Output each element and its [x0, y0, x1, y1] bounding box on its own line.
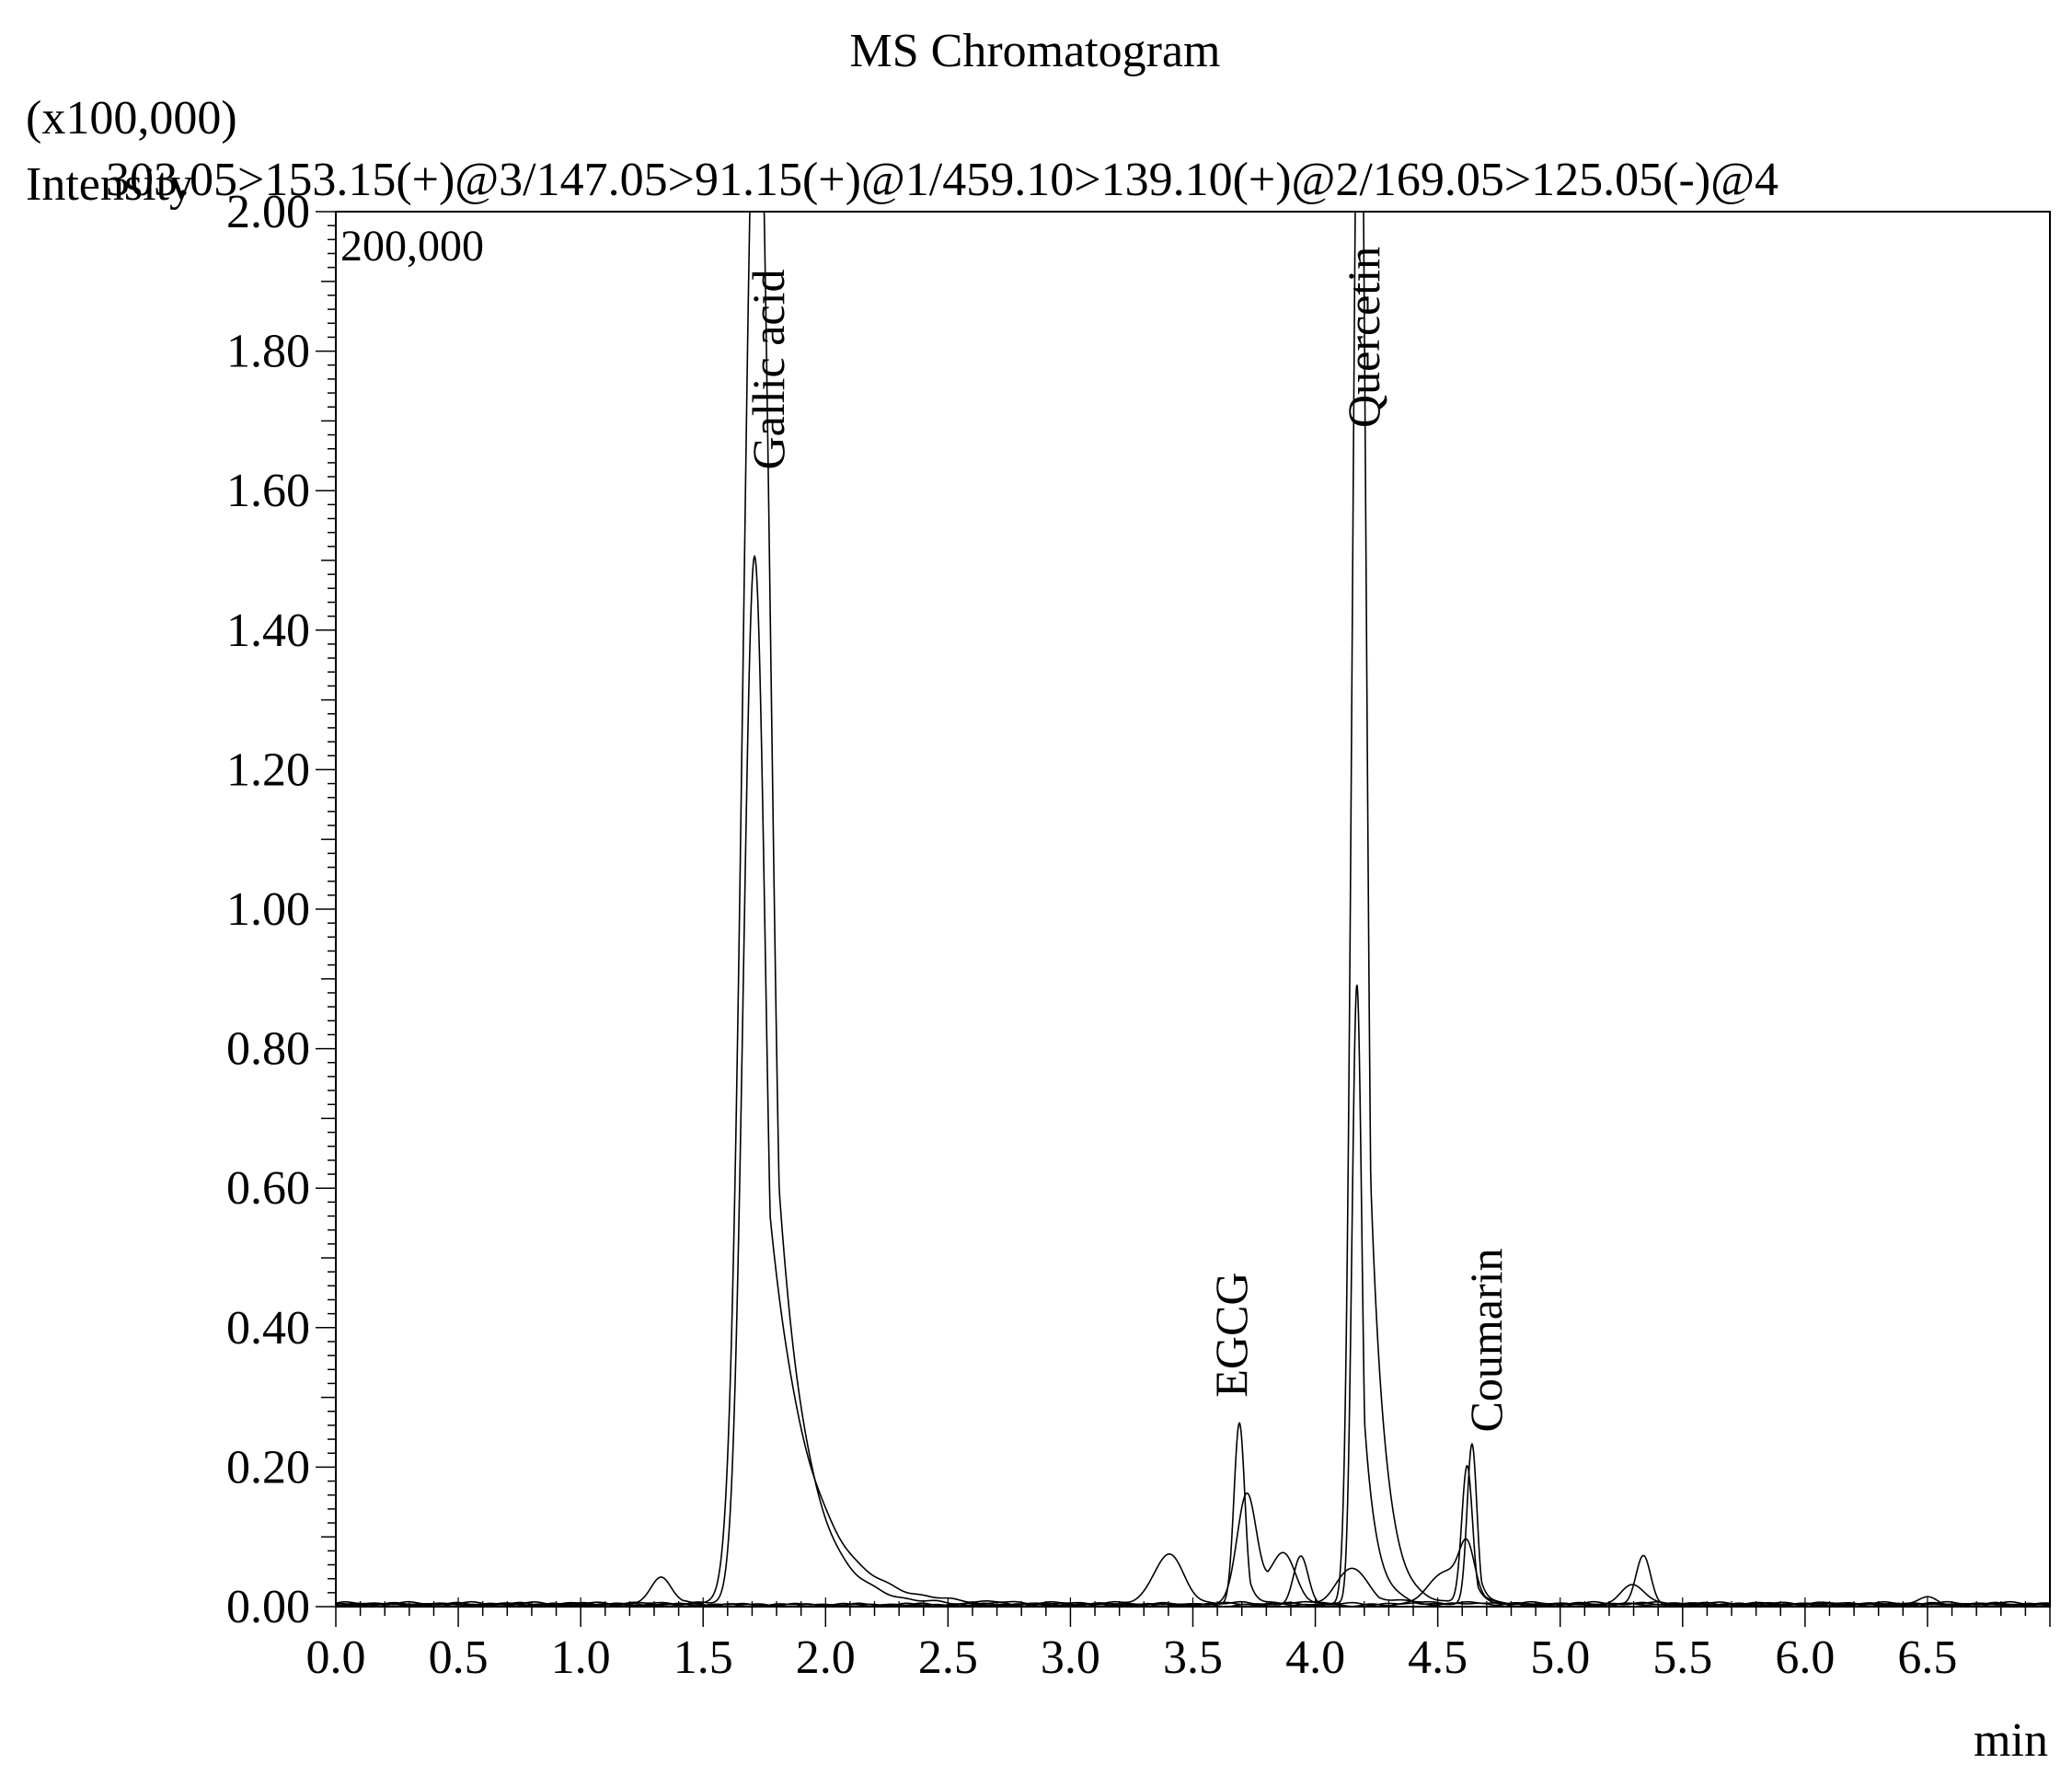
plot-border: [335, 211, 2051, 1608]
x-tick-label: 3.5: [1163, 1631, 1223, 1684]
y-axis-label: Intensity: [26, 158, 193, 211]
y-tick-label: 1.20: [226, 744, 310, 796]
trace-line: [336, 985, 2050, 1607]
y-tick-label: 1.00: [226, 883, 310, 936]
y-tick-label: 1.80: [226, 326, 310, 378]
y-tick-label: 1.60: [226, 465, 310, 517]
x-tick-label: 5.5: [1652, 1631, 1712, 1684]
y-tick-label: 0.20: [226, 1441, 310, 1493]
peak-label: EGCG: [1205, 1272, 1257, 1397]
x-tick-label: 4.5: [1408, 1631, 1468, 1684]
y-axis: 0.00 0.20 0.40 0.60 0.80 1.00 1.20 1.40 1.60 1.80…: [226, 186, 336, 1633]
y-multiplier-label: (x100,000): [26, 92, 237, 144]
trace-line: [336, 212, 2050, 1607]
traces: [336, 212, 2050, 1607]
y-tick-label: 0.40: [226, 1302, 310, 1355]
channels-label: 303.05>153.15(+)@3/147.05>91.15(+)@1/459…: [106, 154, 1778, 206]
plot-frame: [335, 211, 2051, 1608]
x-axis: 0.0 0.5 1.0 1.5 2.0 2.5 3.0 3.5 4.0 4.5 5.0 5.5 6.0 6…: [306, 1597, 2051, 1684]
chart-title: MS Chromatogram: [850, 25, 1221, 77]
scale-label: 200,000: [340, 222, 484, 271]
x-tick-label: 2.0: [796, 1631, 856, 1684]
peak-label: Gallic acid: [742, 270, 794, 470]
x-tick-label: 0.0: [306, 1631, 366, 1684]
peak-label: Coumarin: [1460, 1249, 1512, 1433]
x-tick-label: 4.0: [1285, 1631, 1345, 1684]
y-tick-label: 1.40: [226, 605, 310, 657]
x-tick-label: 6.0: [1775, 1631, 1835, 1684]
peak-labels: Gallic acid Quercetin EGCG Coumarin: [742, 247, 1512, 1433]
x-axis-label: min: [1974, 1714, 2048, 1767]
trace-line: [336, 554, 2050, 1606]
y-tick-label: 0.60: [226, 1162, 310, 1215]
trace-line: [336, 1538, 2050, 1607]
x-tick-label: 1.5: [673, 1631, 733, 1684]
x-tick-label: 6.5: [1897, 1631, 1957, 1684]
y-tick-label: 0.00: [226, 1581, 310, 1633]
x-tick-label: 3.0: [1041, 1631, 1100, 1684]
x-tick-label: 1.0: [551, 1631, 611, 1684]
peak-label: Quercetin: [1338, 247, 1389, 428]
x-tick-label: 5.0: [1530, 1631, 1590, 1684]
x-tick-label: 2.5: [918, 1631, 978, 1684]
y-tick-label: 2.00: [226, 186, 310, 238]
x-tick-label: 0.5: [429, 1631, 489, 1684]
y-tick-label: 0.80: [226, 1023, 310, 1076]
trace-line: [336, 212, 2050, 1607]
